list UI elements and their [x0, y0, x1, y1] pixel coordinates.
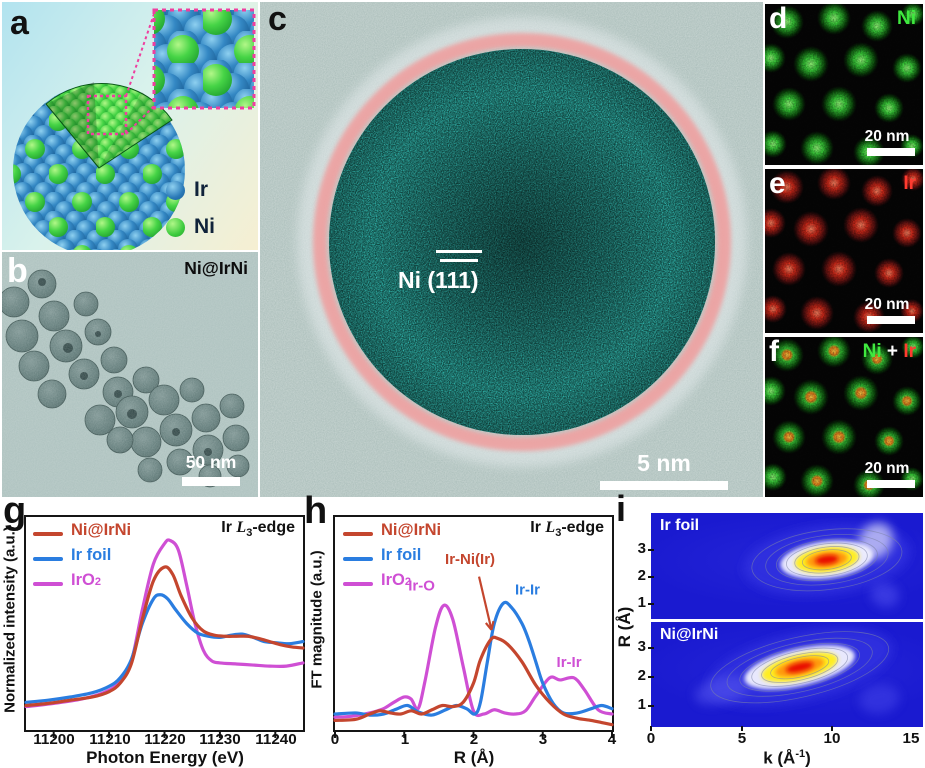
legend-ir-label: Ir: [194, 178, 209, 201]
model-legend: Ir Ni: [166, 178, 215, 250]
element-ir: Ir: [903, 341, 916, 362]
scalebar-d: [867, 148, 915, 156]
exafs-chart-svg: Ir-O Ir-Ni(Ir) Ir-Ir Ir-Ir: [333, 551, 614, 738]
i-rtick-2-bottom: 2: [628, 667, 654, 685]
exafs-plot: Ir-O Ir-Ni(Ir) Ir-Ir Ir-Ir: [333, 515, 614, 738]
panel-e-ir-map: e Ir 20 nm: [765, 169, 923, 333]
i-xtick-10: 10: [817, 726, 847, 748]
i-rtick-1-top: 1: [628, 594, 654, 612]
h-edge-label: Ir L3-edge: [530, 519, 604, 540]
ir-sphere-icon: [166, 180, 185, 200]
h-xtick-0: 0: [330, 731, 340, 748]
svg-text:Ir-Ni(Ir): Ir-Ni(Ir): [445, 551, 495, 568]
h-legend: Ni@IrNi Ir foil IrO 2: [343, 521, 441, 596]
g-legend-ir-foil: Ir foil: [33, 546, 131, 571]
xanes-chart-svg: [24, 538, 305, 738]
g-legend: Ni@IrNi Ir foil IrO 2: [33, 521, 131, 596]
panel-d-ni-map: d Ni 20 nm: [765, 4, 923, 165]
wavelet-ni-irni-svg: [695, 628, 900, 714]
svg-text:Ir-Ir: Ir-Ir: [557, 654, 582, 671]
legend-ni: Ni: [166, 215, 215, 239]
g-xtick-11220: 11220: [144, 731, 186, 748]
hrtem-art: [260, 2, 763, 497]
h-legend-iro2: IrO 2: [343, 571, 441, 596]
overlay-map-art: [765, 337, 923, 497]
wavelet-ir-foil-svg: [743, 522, 910, 608]
i-rtick-1-bottom: 1: [628, 696, 654, 714]
panel-c-label: c: [268, 2, 287, 38]
element-label-ir: Ir: [903, 173, 916, 194]
lattice-annotation: Ni (111): [398, 267, 479, 293]
panel-a-coreshell-model: a Ir Ni: [2, 2, 258, 250]
h-legend-ni-irni: Ni@IrNi: [343, 521, 441, 546]
panel-h-label: h: [304, 490, 328, 532]
g-edge-label: Ir L3-edge: [221, 519, 295, 540]
legend-ir: Ir: [166, 178, 215, 202]
ir-map-art: [765, 169, 923, 333]
g-y-axis-label: Normalized intensity (a.u.): [1, 526, 19, 713]
g-xtick-11200: 11200: [33, 731, 75, 748]
plus-sign: +: [881, 341, 904, 362]
g-xtick-11210: 11210: [89, 731, 131, 748]
tem-overview-art: [2, 252, 258, 497]
g-xtick-11230: 11230: [199, 731, 241, 748]
i-xtick-15: 15: [902, 730, 920, 747]
g-x-axis-label: Photon Energy (eV): [86, 748, 244, 767]
lattice-fringe-mark: [436, 250, 482, 253]
i-rtick-2-top: 2: [628, 567, 654, 585]
scalebar-c: [600, 481, 728, 490]
panel-i-label: i: [616, 488, 627, 529]
element-ni: Ni: [862, 341, 882, 362]
element-label-ni: Ni: [897, 8, 916, 29]
scalebar-b-text: 50 nm: [185, 452, 237, 472]
g-xtick-11240: 11240: [255, 731, 297, 748]
scalebar-e-text: 20 nm: [864, 296, 910, 313]
panel-b-label: b: [7, 252, 28, 290]
spectroscopy-row: g Normalized intensity (a.u.) Ni@IrNi Ir…: [0, 491, 925, 768]
h-xtick-3: 3: [538, 731, 548, 748]
panel-f-overlay-map: f Ni + Ir 20 nm: [765, 337, 923, 497]
panel-a-label: a: [10, 4, 29, 42]
i-rtick-3-top: 3: [628, 540, 654, 558]
scalebar-f-text: 20 nm: [864, 460, 910, 477]
svg-text:Ir-Ir: Ir-Ir: [515, 582, 540, 599]
ni-sphere-icon: [166, 217, 185, 237]
h-xtick-2: 2: [469, 731, 479, 748]
h-legend-ir-foil: Ir foil: [343, 546, 441, 571]
i-rtick-3-bottom: 3: [628, 638, 654, 656]
scalebar-b: [182, 477, 240, 486]
g-legend-iro2: IrO 2: [33, 571, 131, 596]
panel-d-label: d: [769, 4, 788, 35]
legend-ni-label: Ni: [194, 215, 215, 238]
panel-c-hrtem-image: c Ni (111) 5 nm: [260, 2, 763, 497]
panel-g-label: g: [3, 490, 27, 532]
h-xtick-4: 4: [607, 731, 617, 748]
h-x-axis-label: R (Å): [453, 748, 495, 767]
svg-text:Ir-O: Ir-O: [408, 577, 435, 594]
i-xtick-0: 0: [636, 726, 666, 748]
xanes-plot: [24, 515, 305, 738]
wavelet-ni-irni-title: Ni@IrNi: [660, 626, 719, 643]
ni-map-art: [765, 4, 923, 165]
h-xtick-1: 1: [400, 731, 410, 748]
g-legend-ni-irni: Ni@IrNi: [33, 521, 131, 546]
lattice-fringe-mark: [440, 259, 478, 262]
i-xtick-5: 5: [727, 726, 757, 748]
wavelet-ni-irni: Ni@IrNi: [651, 622, 923, 727]
wavelet-ir-foil-title: Ir foil: [660, 517, 700, 534]
element-label-ni-ir: Ni + Ir: [863, 341, 916, 363]
coreshell-model-art: [13, 8, 256, 250]
panel-e-label: e: [769, 169, 786, 200]
sample-name: Ni@IrNi: [184, 258, 248, 278]
i-x-axis-label: k (Å-1): [763, 748, 811, 768]
wavelet-ir-foil: Ir foil: [651, 513, 923, 619]
scalebar-e: [867, 316, 915, 324]
panel-f-label: f: [769, 337, 779, 368]
panel-b-tem-image: b Ni@IrNi 50 nm: [2, 252, 258, 497]
h-y-axis-label: FT magnitude (a.u.): [308, 550, 326, 689]
scalebar-d-text: 20 nm: [864, 128, 910, 145]
scalebar-f: [867, 480, 915, 488]
scalebar-c-text: 5 nm: [637, 450, 691, 476]
